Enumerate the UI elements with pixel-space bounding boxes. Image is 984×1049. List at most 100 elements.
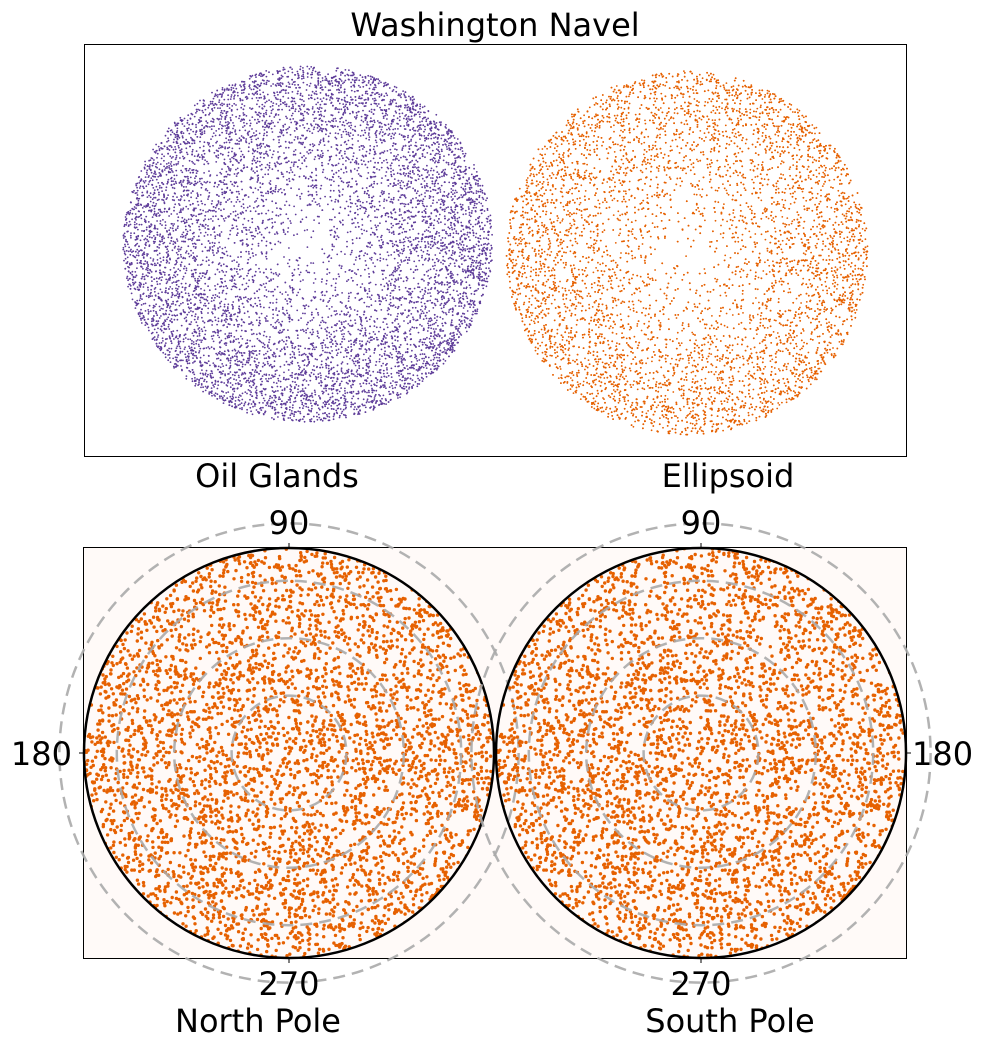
oil-glands-point bbox=[183, 265, 186, 268]
oil-glands-point bbox=[241, 153, 244, 156]
oil-glands-point bbox=[263, 343, 266, 346]
oil-glands-point bbox=[195, 182, 198, 185]
oil-glands-point bbox=[339, 408, 342, 410]
oil-glands-point bbox=[187, 252, 190, 255]
oil-glands-point bbox=[177, 285, 180, 288]
oil-glands-point bbox=[354, 402, 356, 405]
oil-glands-point bbox=[331, 97, 334, 100]
oil-glands-point bbox=[333, 230, 336, 233]
oil-glands-point bbox=[357, 213, 359, 216]
oil-glands-point bbox=[401, 355, 403, 358]
oil-glands-point bbox=[378, 369, 381, 371]
oil-glands-point bbox=[199, 347, 202, 350]
oil-glands-point bbox=[270, 271, 273, 274]
oil-glands-point bbox=[296, 136, 299, 138]
oil-glands-point bbox=[381, 273, 384, 276]
oil-glands-point bbox=[462, 257, 465, 259]
oil-glands-point bbox=[248, 253, 250, 255]
oil-glands-point bbox=[277, 93, 279, 96]
oil-glands-point bbox=[437, 292, 439, 295]
oil-glands-point bbox=[355, 183, 358, 186]
oil-glands-point bbox=[185, 169, 188, 172]
oil-glands-point bbox=[350, 370, 353, 372]
oil-glands-point bbox=[307, 113, 310, 115]
oil-glands-point bbox=[162, 304, 165, 306]
oil-glands-point bbox=[252, 170, 255, 173]
oil-glands-point bbox=[342, 157, 344, 160]
oil-glands-point bbox=[136, 182, 139, 185]
oil-glands-point bbox=[158, 342, 161, 344]
oil-glands-point bbox=[255, 138, 258, 141]
oil-glands-point bbox=[434, 160, 437, 163]
oil-glands-point bbox=[411, 349, 413, 352]
oil-glands-point bbox=[454, 153, 456, 156]
oil-glands-point bbox=[424, 128, 426, 131]
oil-glands-point bbox=[177, 268, 180, 270]
oil-glands-point bbox=[385, 403, 387, 405]
oil-glands-point bbox=[368, 391, 370, 394]
oil-glands-point bbox=[189, 238, 192, 241]
oil-glands-point bbox=[398, 286, 400, 288]
oil-glands-point bbox=[259, 93, 262, 96]
oil-glands-point bbox=[390, 376, 393, 378]
oil-glands-point bbox=[282, 102, 285, 104]
oil-glands-point bbox=[300, 209, 303, 212]
oil-glands-point bbox=[327, 120, 330, 123]
oil-glands-point bbox=[223, 103, 225, 106]
oil-glands-point bbox=[431, 237, 433, 240]
oil-glands-point bbox=[424, 195, 426, 198]
oil-glands-point bbox=[437, 324, 439, 327]
oil-glands-point bbox=[483, 230, 485, 233]
oil-glands-point bbox=[174, 146, 177, 148]
oil-glands-point bbox=[134, 276, 137, 278]
oil-glands-point bbox=[177, 279, 180, 282]
oil-glands-point bbox=[486, 243, 489, 246]
oil-glands-point bbox=[237, 94, 239, 97]
oil-glands-point bbox=[252, 324, 254, 326]
oil-glands-point bbox=[204, 282, 207, 285]
oil-glands-point bbox=[475, 261, 477, 264]
oil-glands-point bbox=[213, 348, 216, 350]
oil-glands-point bbox=[394, 306, 397, 308]
oil-glands-point bbox=[309, 375, 312, 378]
oil-glands-point bbox=[481, 250, 484, 253]
oil-glands-point bbox=[376, 236, 379, 238]
oil-glands-point bbox=[315, 123, 317, 126]
oil-glands-point bbox=[211, 108, 213, 111]
oil-glands-point bbox=[469, 306, 471, 309]
oil-glands-point bbox=[182, 309, 185, 311]
oil-glands-point bbox=[147, 263, 150, 266]
oil-glands-point bbox=[222, 252, 225, 255]
oil-glands-point bbox=[279, 70, 281, 73]
oil-glands-point bbox=[366, 292, 369, 295]
oil-glands-point bbox=[343, 333, 345, 335]
oil-glands-point bbox=[362, 79, 364, 81]
oil-glands-point bbox=[332, 126, 335, 129]
oil-glands-point bbox=[186, 119, 189, 122]
oil-glands-point bbox=[249, 256, 252, 259]
oil-glands-point bbox=[428, 337, 431, 340]
oil-glands-point bbox=[458, 323, 461, 326]
oil-glands-point bbox=[213, 185, 216, 188]
oil-glands-point bbox=[267, 290, 270, 293]
oil-glands-point bbox=[221, 390, 223, 393]
oil-glands-point bbox=[298, 188, 300, 191]
oil-glands-point bbox=[347, 184, 350, 187]
oil-glands-point bbox=[258, 316, 261, 319]
oil-glands-point bbox=[423, 357, 425, 360]
oil-glands-point bbox=[236, 185, 239, 188]
oil-glands-point bbox=[129, 284, 132, 287]
oil-glands-point bbox=[449, 212, 452, 215]
oil-glands-point bbox=[172, 156, 174, 158]
oil-glands-point bbox=[295, 161, 297, 164]
oil-glands-point bbox=[239, 99, 242, 102]
oil-glands-point bbox=[384, 357, 387, 360]
oil-glands-point bbox=[271, 211, 274, 213]
oil-glands-point bbox=[299, 119, 302, 122]
oil-glands-point bbox=[248, 356, 251, 358]
oil-glands-point bbox=[427, 110, 430, 113]
oil-glands-point bbox=[416, 385, 419, 388]
oil-glands-point bbox=[379, 131, 382, 133]
oil-glands-point bbox=[468, 284, 471, 287]
oil-glands-point bbox=[374, 283, 377, 286]
